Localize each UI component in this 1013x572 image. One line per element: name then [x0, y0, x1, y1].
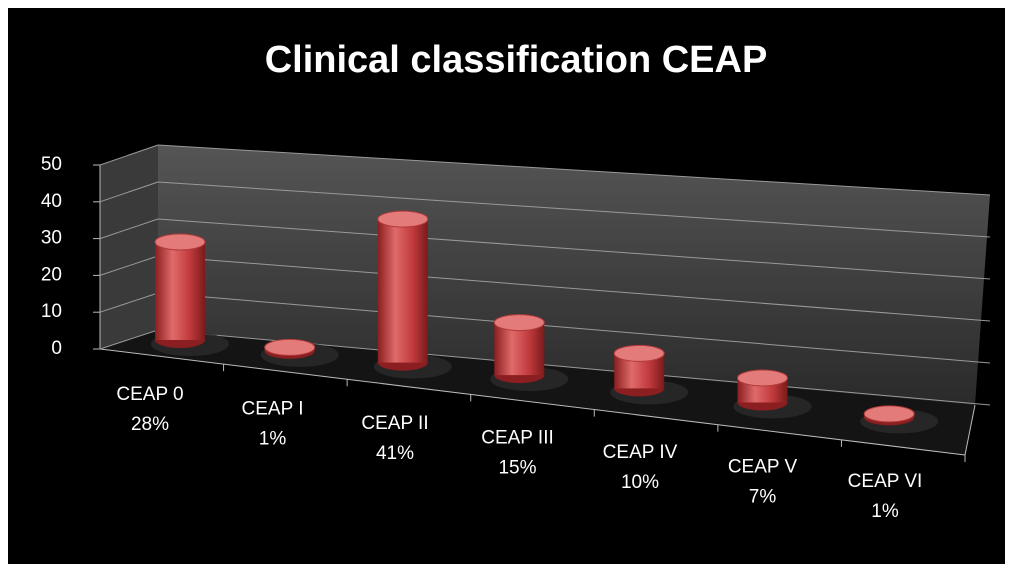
bar — [260, 338, 339, 367]
side-grid-line — [99, 255, 159, 276]
x-tick-label: CEAP IV — [603, 442, 678, 463]
bar-top — [737, 369, 788, 387]
x-tick-label: CEAP 0 — [116, 384, 183, 405]
y-tick-label: 50 — [41, 154, 62, 175]
bar — [860, 405, 939, 434]
bar-top — [493, 314, 545, 332]
bar — [490, 314, 569, 392]
side-wall — [100, 145, 158, 349]
bar-top — [154, 233, 206, 251]
side-grid-line — [99, 329, 159, 350]
y-tick-label: 30 — [41, 228, 62, 249]
grid-line — [157, 255, 991, 322]
bar-body — [155, 242, 205, 340]
bar — [373, 210, 452, 379]
x-tick-label: CEAP I — [242, 399, 304, 420]
value-label: 10% — [621, 472, 659, 493]
bar — [610, 344, 689, 405]
value-label: 41% — [376, 443, 414, 464]
bar-body — [494, 322, 545, 376]
x-tick-label: CEAP II — [361, 413, 428, 434]
bar — [151, 233, 229, 356]
y-tick-label: 20 — [41, 264, 62, 285]
bar-top — [613, 344, 665, 362]
y-tick-label: 40 — [41, 191, 62, 212]
x-tick-label: CEAP V — [728, 457, 798, 478]
x-tick-label: CEAP VI — [848, 471, 923, 492]
side-grid-line — [99, 144, 159, 166]
grid-line — [157, 218, 991, 280]
bar-top — [863, 405, 915, 423]
chart-title: Clinical classification CEAP — [265, 39, 768, 81]
side-grid-line — [99, 218, 159, 240]
grid-line — [157, 144, 991, 196]
grid-line — [157, 181, 991, 238]
value-label: 15% — [498, 458, 536, 479]
back-wall — [158, 145, 990, 405]
value-label: 7% — [749, 487, 777, 508]
bar-body — [377, 219, 428, 363]
value-label: 28% — [131, 414, 169, 435]
x-tick-label: CEAP III — [481, 428, 554, 449]
y-tick-label: 0 — [51, 338, 62, 359]
bar — [733, 369, 812, 419]
value-label: 1% — [259, 429, 287, 450]
bar-top — [377, 210, 429, 228]
grid-line — [157, 292, 991, 364]
floor-edge — [964, 404, 976, 456]
x-axis — [99, 348, 966, 456]
side-grid-line — [99, 292, 159, 313]
y-tick-label: 10 — [41, 301, 62, 322]
side-grid-line — [99, 181, 159, 203]
bar-top — [264, 338, 316, 356]
value-label: 1% — [871, 501, 899, 522]
